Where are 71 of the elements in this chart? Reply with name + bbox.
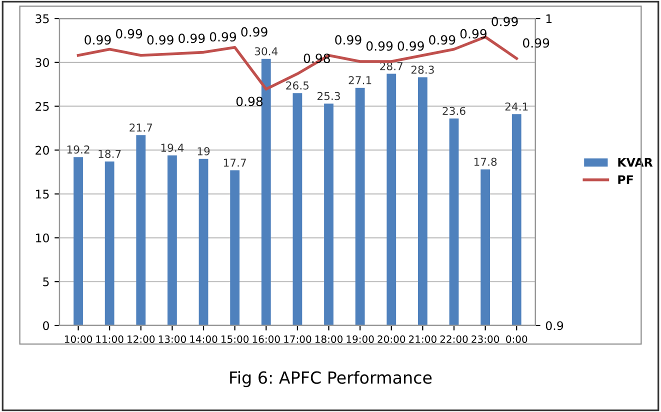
- data-label: 0.99: [147, 35, 174, 45]
- data-label: 0.99: [335, 35, 362, 45]
- data-label: 30.4: [254, 47, 278, 56]
- data-label: 28.7: [380, 62, 403, 70]
- y-tick-label: 10: [36, 234, 49, 242]
- data-label: 26.5: [286, 81, 309, 90]
- bar: [292, 93, 302, 326]
- data-label: 19: [198, 147, 210, 156]
- x-tick-label: 21:00: [409, 335, 436, 343]
- x-tick-label: 17:00: [284, 335, 312, 343]
- bar: [386, 74, 396, 326]
- data-label: 0.99: [460, 29, 487, 38]
- x-tick-label: 22:00: [440, 335, 468, 343]
- bar: [512, 114, 522, 326]
- x-tick-label: 0:00: [506, 335, 528, 343]
- data-label: 0.99: [398, 41, 424, 51]
- data-label: 0.99: [429, 35, 456, 45]
- y-tick-label: 15: [36, 190, 49, 199]
- x-tick-label: 10:00: [64, 335, 92, 343]
- x-tick-label: 13:00: [158, 335, 186, 343]
- x-tick-label: 23:00: [472, 335, 500, 343]
- data-label: 18.7: [98, 150, 121, 158]
- x-tick-label: 19:00: [346, 335, 374, 343]
- bar: [324, 104, 334, 326]
- data-label: 0.99: [523, 38, 550, 48]
- bar: [104, 161, 114, 326]
- bar: [449, 118, 459, 326]
- data-label: 21.7: [130, 123, 152, 132]
- bar: [261, 58, 271, 326]
- x-tick-label: 20:00: [378, 335, 406, 343]
- x-tick-label: 15:00: [222, 335, 249, 343]
- y-tick-label: 5: [43, 278, 49, 286]
- y2-tick-label: 0.9: [546, 321, 564, 330]
- bar: [136, 135, 146, 326]
- data-label: 0.99: [210, 32, 236, 42]
- bar: [168, 155, 177, 326]
- x-tick-label: 12:00: [128, 335, 155, 343]
- y-tick-label: 20: [36, 146, 49, 155]
- text: Fig 6: APFC Performance: [230, 370, 432, 388]
- data-label: 0.99: [178, 34, 205, 44]
- data-label: 0.99: [84, 35, 111, 45]
- x-tick-label: 11:00: [96, 335, 124, 343]
- data-label: 0.99: [116, 29, 142, 38]
- data-label: 28.3: [411, 66, 434, 74]
- bar: [355, 88, 365, 326]
- bar: [418, 77, 428, 326]
- legend-label: KVAR: [618, 158, 653, 167]
- y-tick-label: 35: [36, 14, 49, 24]
- bar: [230, 170, 240, 326]
- data-label: 19.4: [161, 144, 184, 152]
- x-tick-label: 18:00: [315, 335, 343, 343]
- data-label: 0.99: [492, 16, 518, 26]
- data-label: 0.99: [366, 41, 393, 51]
- y-tick-label: 30: [36, 58, 49, 68]
- data-label: 27.1: [348, 76, 372, 84]
- bar: [198, 158, 208, 326]
- data-label: 23.6: [442, 106, 466, 116]
- data-label: 0.99: [241, 27, 268, 37]
- bar: [480, 169, 490, 326]
- data-label: 24.1: [505, 102, 528, 110]
- y-tick-label: 25: [36, 102, 49, 111]
- data-label: 17.8: [474, 158, 497, 166]
- y2-tick-label: 1: [546, 14, 552, 24]
- legend-label: PF: [618, 175, 633, 184]
- data-label: 19.2: [67, 145, 90, 154]
- data-label: 17.7: [224, 158, 246, 167]
- x-tick-label: 16:00: [252, 335, 280, 343]
- y-tick-label: 0: [43, 321, 49, 330]
- x-tick-label: 14:00: [190, 335, 218, 343]
- data-label: 25.3: [317, 92, 340, 100]
- bar: [74, 157, 83, 326]
